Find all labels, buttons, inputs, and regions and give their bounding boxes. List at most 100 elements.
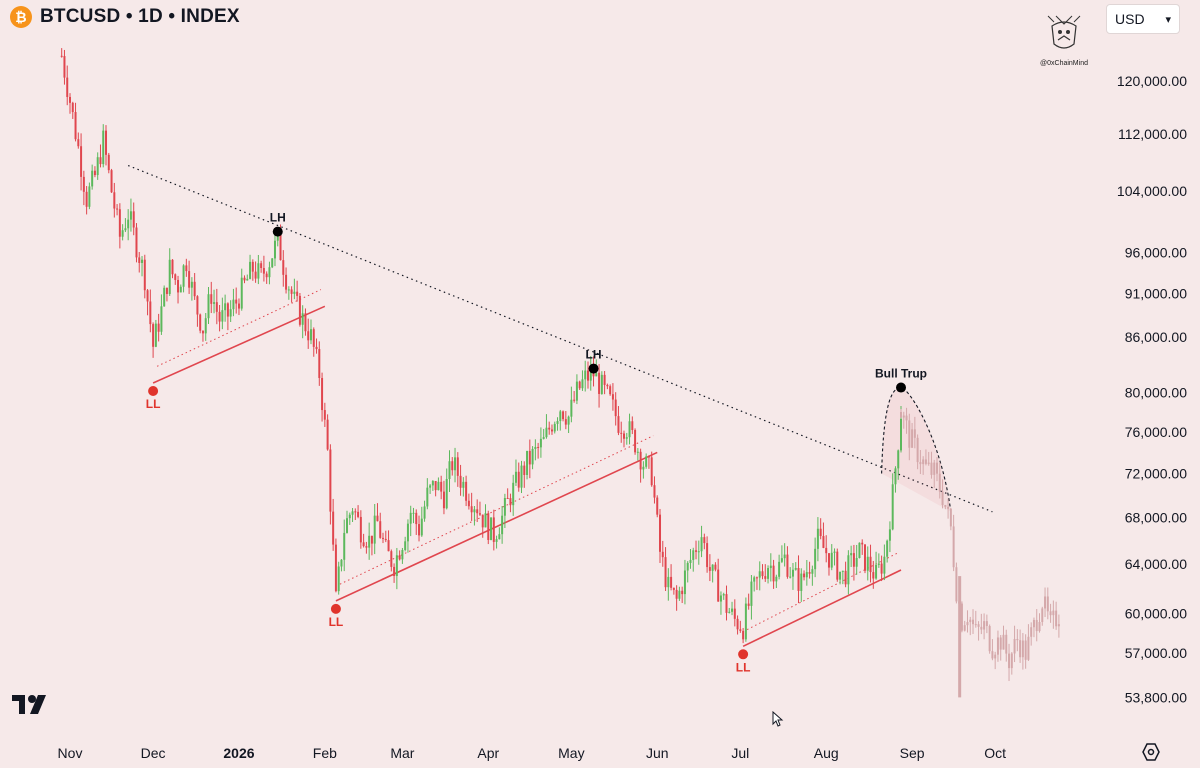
- symbol-title[interactable]: BTCUSD • 1D • INDEX: [40, 6, 240, 27]
- candle-body: [1057, 624, 1060, 627]
- candle-body: [650, 457, 653, 486]
- high-marker-dot[interactable]: [896, 382, 906, 393]
- x-axis-tick-label: Dec: [141, 745, 166, 761]
- candle-body: [229, 309, 232, 317]
- candle-body: [645, 456, 648, 467]
- candle-body: [617, 416, 620, 433]
- candle-body: [215, 302, 218, 312]
- candle-body: [71, 102, 74, 113]
- candle-body: [886, 540, 889, 557]
- high-marker-dot[interactable]: [272, 226, 283, 237]
- candle-body: [980, 626, 983, 630]
- candle-body: [434, 480, 437, 491]
- candle-body: [179, 286, 182, 293]
- candle-body: [623, 433, 625, 439]
- tradingview-logo-icon[interactable]: [12, 692, 54, 718]
- candle-body: [736, 618, 739, 630]
- candle-body: [431, 480, 434, 486]
- candle-body: [775, 576, 778, 582]
- candle-body: [744, 603, 747, 640]
- candle-body: [301, 313, 304, 325]
- candle-body: [149, 301, 152, 325]
- candle-body: [412, 512, 415, 514]
- candle-body: [800, 573, 803, 591]
- support-trendline-3[interactable]: [742, 569, 902, 648]
- candle-body: [232, 299, 235, 310]
- candle-body: [941, 491, 944, 506]
- candle-body: [706, 543, 709, 568]
- candle-body: [664, 557, 667, 588]
- candle-body: [678, 590, 681, 599]
- candle-body: [880, 563, 883, 574]
- candle-body: [803, 573, 806, 578]
- candle-body: [465, 481, 468, 501]
- candle-body: [193, 281, 196, 297]
- low-marker-dot[interactable]: [148, 385, 159, 396]
- support-trendline-2[interactable]: [335, 451, 658, 602]
- candle-body: [614, 399, 617, 417]
- candle-body: [634, 430, 637, 453]
- candle-body: [661, 551, 664, 558]
- candle-body: [852, 553, 855, 567]
- candle-body: [866, 556, 869, 571]
- candle-body: [503, 498, 506, 516]
- candle-body: [138, 257, 141, 263]
- candle-body: [357, 511, 360, 517]
- high-marker-dot[interactable]: [588, 363, 599, 374]
- candle-body: [595, 372, 598, 377]
- candle-body: [581, 379, 584, 389]
- candle-body: [722, 594, 725, 596]
- candle-body: [69, 96, 71, 103]
- resistance-trendline[interactable]: [127, 164, 993, 513]
- projection-arc[interactable]: [881, 387, 952, 512]
- candle-body: [226, 303, 229, 317]
- candle-body: [858, 542, 861, 559]
- candle-body: [523, 465, 526, 475]
- candle-body: [750, 581, 753, 606]
- candle-body: [514, 471, 517, 483]
- candle-body: [963, 625, 966, 631]
- candle-body: [448, 461, 451, 480]
- candle-body: [855, 558, 858, 567]
- candle-body: [827, 553, 830, 568]
- candle-body: [769, 565, 772, 569]
- candle-body: [642, 466, 645, 470]
- candle-body: [972, 619, 975, 625]
- candle-body: [492, 517, 495, 542]
- candle-body: [143, 259, 146, 291]
- candle-body: [548, 427, 551, 430]
- x-axis-tick-label: Aug: [814, 745, 839, 761]
- candle-body: [273, 240, 276, 259]
- currency-select[interactable]: USD ▾: [1106, 4, 1180, 34]
- candle-body: [949, 508, 952, 527]
- candle-body: [542, 437, 545, 439]
- x-axis-tick-label: Sep: [900, 745, 925, 761]
- candle-body: [359, 516, 362, 543]
- low-marker-label: LL: [736, 660, 751, 674]
- candle-body: [141, 259, 144, 263]
- high-marker-label: LH: [586, 348, 602, 362]
- candle-body: [343, 532, 346, 560]
- y-axis-tick-label: 120,000.00: [1117, 73, 1187, 89]
- candle-body: [1002, 634, 1005, 650]
- candle-body: [653, 485, 656, 498]
- settings-icon[interactable]: [1141, 742, 1161, 762]
- candle-body: [847, 555, 850, 585]
- candle-body: [442, 491, 445, 509]
- candle-body: [786, 554, 789, 577]
- candle-body: [96, 157, 99, 176]
- candle-body: [271, 258, 274, 268]
- low-marker-dot[interactable]: [330, 603, 341, 614]
- candle-body: [135, 227, 138, 258]
- candle-body: [1030, 627, 1033, 637]
- support-trendline-1[interactable]: [152, 305, 326, 384]
- candle-body: [628, 421, 631, 438]
- candle-body: [257, 263, 260, 279]
- low-marker-dot[interactable]: [738, 649, 749, 660]
- candle-body: [437, 481, 440, 491]
- candle-body: [110, 170, 113, 193]
- candle-body: [423, 506, 426, 519]
- candle-body: [490, 517, 493, 540]
- candle-body: [841, 570, 844, 572]
